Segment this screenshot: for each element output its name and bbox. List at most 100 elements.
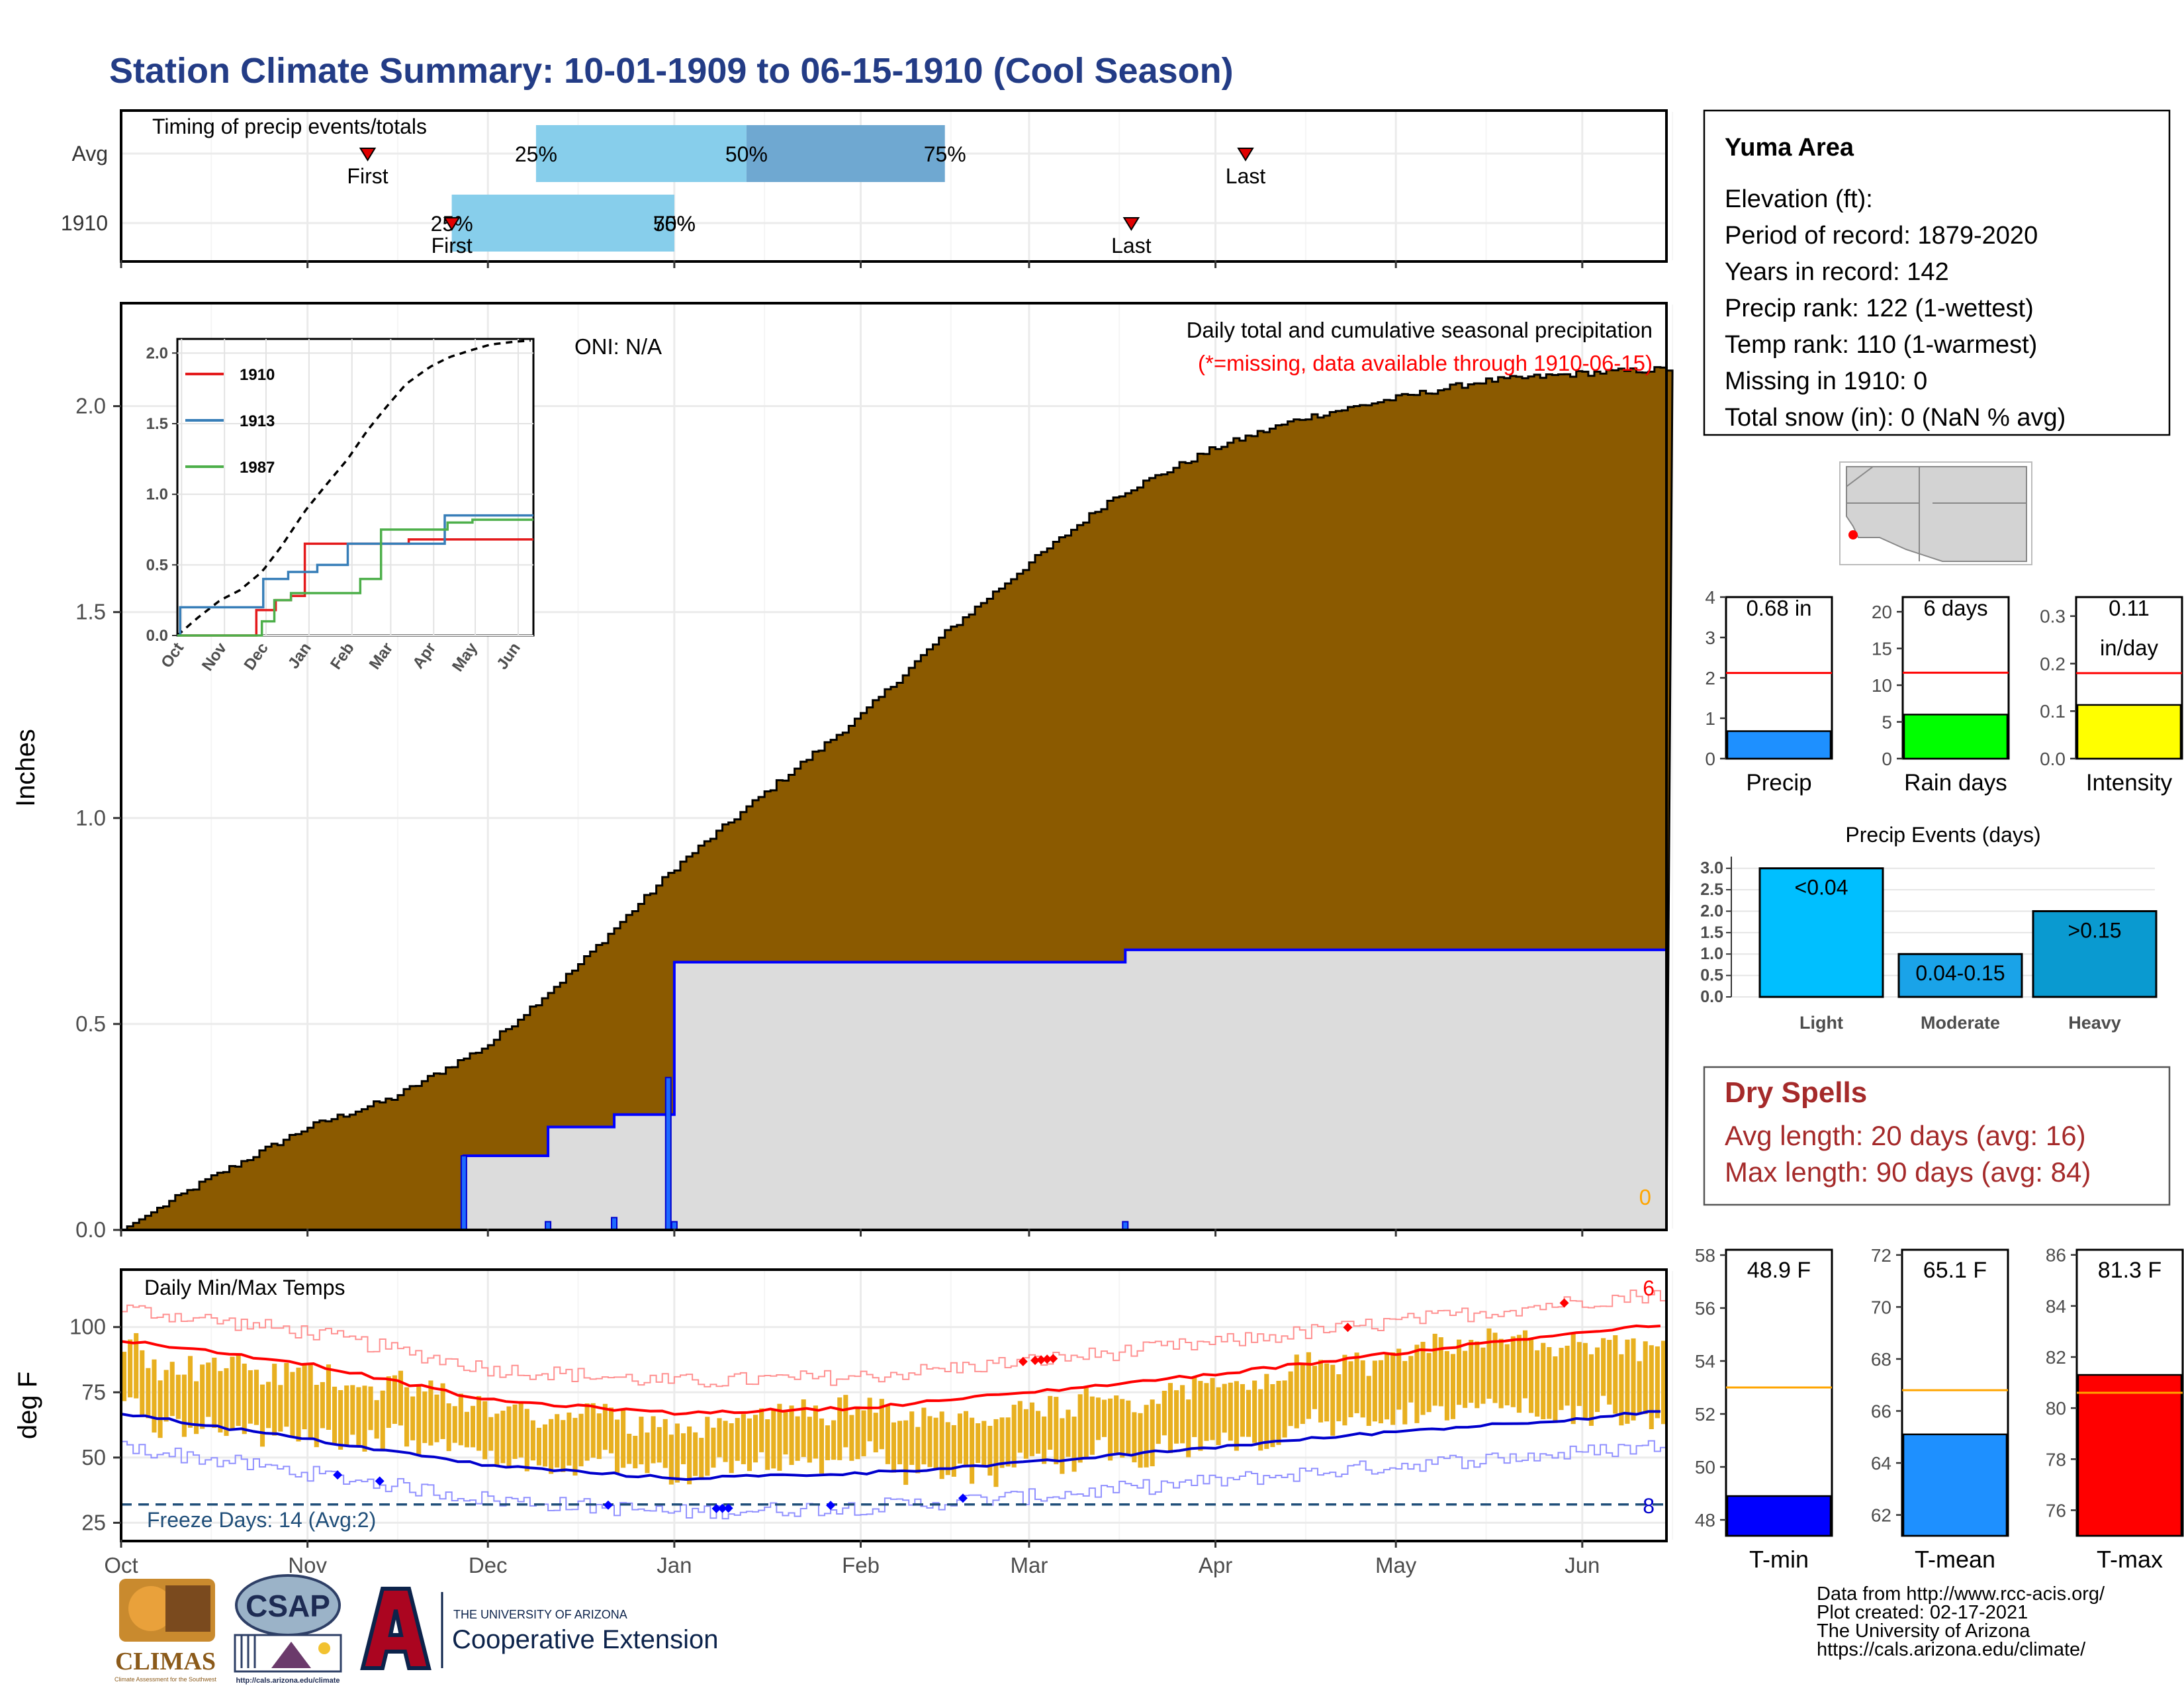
daily-temp-bar xyxy=(957,1413,962,1464)
station-name: Yuma Area xyxy=(1725,134,1854,162)
record-low-marker xyxy=(717,1503,727,1513)
record-high-marker xyxy=(1048,1354,1058,1364)
climas-logo: CLIMAS Climate Assessment for the Southw… xyxy=(114,1579,217,1683)
station-temp-rank: Temp rank: 110 (1-warmest) xyxy=(1725,331,2037,359)
daily-temp-bar xyxy=(242,1363,247,1434)
inset-tick-label-month: Jun xyxy=(493,639,524,673)
inset-tick-label: 1.5 xyxy=(146,415,168,433)
daily-temp-bar xyxy=(158,1380,163,1438)
temp-summary-tick-label: 80 xyxy=(2046,1398,2066,1419)
daily-temp-bar xyxy=(332,1386,338,1444)
events-bar-label: Heavy xyxy=(2068,1013,2121,1033)
daily-temp-bar xyxy=(488,1417,494,1451)
daily-temp-bar xyxy=(1276,1381,1281,1445)
summary-bar-value-unit: in/day xyxy=(2100,635,2159,660)
daily-temp-bar xyxy=(705,1417,710,1476)
daily-temp-bar xyxy=(1077,1394,1083,1463)
station-precip-rank: Precip rank: 122 (1-wettest) xyxy=(1725,295,2034,322)
daily-temp-bar xyxy=(1432,1333,1437,1406)
inset-tick-label: 0.0 xyxy=(146,627,168,645)
summary-bar-tick-label: 5 xyxy=(1882,712,1892,733)
dry-spells-title: Dry Spells xyxy=(1725,1076,1867,1109)
daily-temp-bar xyxy=(1565,1345,1570,1406)
inset-frame xyxy=(176,338,535,637)
daily-temp-bar xyxy=(272,1364,277,1436)
daily-temp-bar xyxy=(1036,1411,1041,1454)
summary-bar-tick-label: 2 xyxy=(1705,668,1715,688)
daily-temp-bar xyxy=(939,1411,944,1479)
daily-temp-bar xyxy=(1017,1401,1023,1453)
average-min-line xyxy=(120,1410,1661,1481)
daily-temp-bar xyxy=(1252,1380,1257,1443)
precip-missing-note: (*=missing, data available through 1910-… xyxy=(1198,351,1653,375)
temp-summary-tick-label: 72 xyxy=(1871,1245,1891,1266)
daily-temp-bar xyxy=(1336,1374,1342,1422)
daily-temp-bar xyxy=(224,1368,229,1436)
daily-temp-bar xyxy=(1167,1383,1173,1454)
csap-logo: CSAP http://cals.arizona.edu/climate xyxy=(234,1574,342,1685)
min-record-count: 8 xyxy=(1643,1494,1655,1518)
temp-summary-tick-label: 86 xyxy=(2046,1245,2066,1266)
temp-summary-tick-label: 66 xyxy=(1871,1401,1891,1421)
daily-temp-bar xyxy=(314,1385,319,1448)
daily-temp-bar xyxy=(128,1339,133,1397)
daily-temp-bar xyxy=(771,1410,776,1469)
daily-temp-bar xyxy=(259,1384,265,1447)
daily-temp-bar xyxy=(783,1412,788,1455)
daily-temp-bar xyxy=(1318,1360,1324,1423)
daily-temp-bar xyxy=(1150,1399,1155,1467)
max-record-count: 6 xyxy=(1643,1276,1655,1300)
events-bar-value: <0.04 xyxy=(1795,876,1848,900)
daily-temp-bar xyxy=(1553,1356,1558,1423)
daily-temp-bar xyxy=(1300,1364,1305,1425)
daily-temp-bar xyxy=(1625,1339,1630,1424)
daily-temp-bar xyxy=(278,1385,283,1432)
daily-temp-bar xyxy=(1582,1342,1588,1419)
daily-temp-bar xyxy=(795,1416,800,1461)
daily-temp-bar xyxy=(1457,1339,1462,1405)
summary-bar-tick-label: 15 xyxy=(1872,639,1892,659)
daily-precip-bar xyxy=(611,1217,618,1231)
daily-temp-bar xyxy=(410,1396,416,1440)
summary-bar-value: 0.11 xyxy=(2109,596,2150,620)
daily-temp-bar xyxy=(1480,1347,1486,1404)
daily-temp-bar xyxy=(1312,1366,1318,1409)
inset-tick-label: 0.5 xyxy=(146,556,168,574)
average-max-line xyxy=(120,1324,1661,1416)
temp-tick-label-month: Apr xyxy=(1199,1553,1232,1577)
summary-bar-tick-label: 0.1 xyxy=(2040,701,2066,722)
daily-temp-bar xyxy=(320,1382,325,1429)
map-states xyxy=(1846,466,2027,562)
daily-temp-bar xyxy=(987,1425,993,1476)
temp-summary-tick-label: 58 xyxy=(1695,1245,1715,1266)
daily-temp-bar xyxy=(1270,1383,1275,1448)
temp-summary-tick-label: 52 xyxy=(1695,1404,1715,1425)
daily-temp-bar xyxy=(1529,1337,1534,1413)
daily-temp-bar xyxy=(1631,1338,1636,1421)
daily-temp-bar xyxy=(1173,1390,1179,1444)
daily-temp-bar xyxy=(477,1395,482,1451)
daily-temp-bar xyxy=(1138,1413,1143,1468)
daily-temp-bar xyxy=(1661,1340,1666,1425)
daily-temp-bar xyxy=(891,1422,897,1473)
daily-temp-bar xyxy=(1126,1400,1131,1454)
events-bar-label: Light xyxy=(1799,1013,1843,1033)
events-bar-label: Moderate xyxy=(1921,1013,2000,1033)
record-max-line xyxy=(121,1289,1666,1387)
daily-temp-bar xyxy=(1601,1338,1606,1396)
daily-temp-bar xyxy=(1060,1418,1065,1474)
daily-temp-bar xyxy=(1294,1354,1299,1429)
daily-temp-bar xyxy=(849,1415,854,1461)
daily-temp-bar xyxy=(1101,1399,1107,1437)
daily-temp-bar xyxy=(711,1427,716,1468)
daily-temp-bar xyxy=(1348,1361,1353,1418)
daily-temp-bar xyxy=(873,1413,878,1453)
freeze-days-label: Freeze Days: 14 (Avg:2) xyxy=(147,1508,376,1532)
daily-temp-bar xyxy=(1402,1361,1408,1425)
precip-tick-label: 1.5 xyxy=(75,600,106,624)
footer-university: The University of Arizona xyxy=(1817,1620,2030,1642)
daily-temp-bar xyxy=(542,1424,548,1467)
temp-tick-label-month: Feb xyxy=(842,1553,880,1577)
events-tick-label: 1.0 xyxy=(1700,945,1723,963)
